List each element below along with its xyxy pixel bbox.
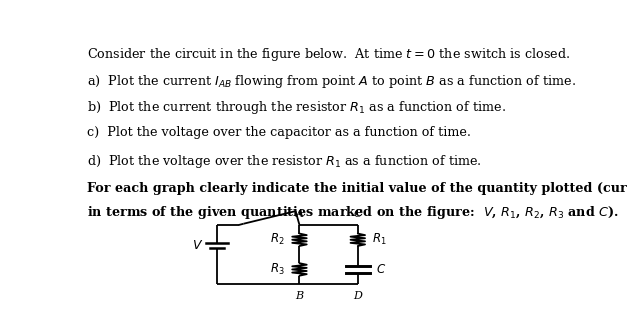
Text: $R_2$: $R_2$ bbox=[270, 232, 285, 247]
Text: b)  Plot the current through the resistor $R_1$ as a function of time.: b) Plot the current through the resistor… bbox=[87, 99, 506, 116]
Text: Consider the circuit in the figure below.  At time $t = 0$ the switch is closed.: Consider the circuit in the figure below… bbox=[87, 46, 571, 63]
Text: B: B bbox=[295, 291, 303, 301]
Text: A: A bbox=[295, 209, 303, 219]
Text: c)  Plot the voltage over the capacitor as a function of time.: c) Plot the voltage over the capacitor a… bbox=[87, 126, 471, 139]
Text: $R_1$: $R_1$ bbox=[372, 232, 387, 247]
Text: D: D bbox=[354, 291, 362, 301]
Text: a)  Plot the current $I_{AB}$ flowing from point $A$ to point $B$ as a function : a) Plot the current $I_{AB}$ flowing fro… bbox=[87, 73, 576, 90]
Text: d)  Plot the voltage over the resistor $R_1$ as a function of time.: d) Plot the voltage over the resistor $R… bbox=[87, 153, 482, 170]
Text: $C$: $C$ bbox=[376, 263, 386, 276]
Text: $R_3$: $R_3$ bbox=[270, 262, 285, 277]
Text: in terms of the given quantities marked on the figure:  $V$, $R_1$, $R_2$, $R_3$: in terms of the given quantities marked … bbox=[87, 203, 619, 220]
Text: C: C bbox=[354, 209, 362, 219]
Text: $V$: $V$ bbox=[192, 239, 203, 253]
Text: For each graph clearly indicate the initial value of the quantity plotted (curre: For each graph clearly indicate the init… bbox=[87, 182, 627, 195]
